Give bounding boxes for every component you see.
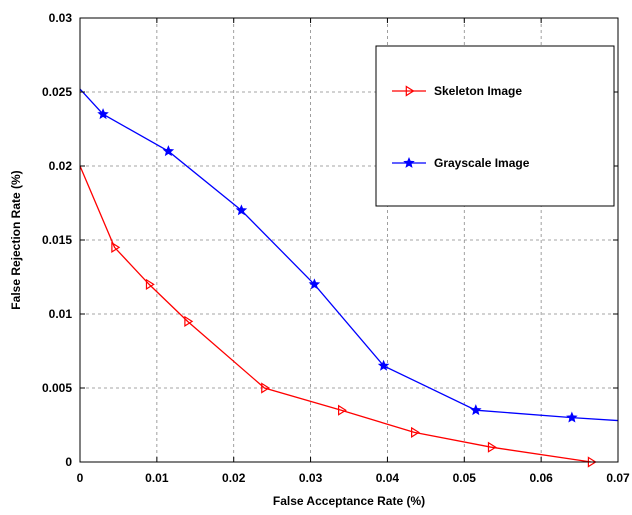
y-axis-label: False Rejection Rate (%) bbox=[9, 170, 23, 309]
legend-box bbox=[375, 45, 615, 207]
data-point-marker bbox=[377, 359, 390, 371]
series-line bbox=[79, 165, 592, 463]
data-point-marker bbox=[403, 156, 415, 168]
x-tick-label: 0.04 bbox=[376, 471, 400, 485]
legend-entry: Grayscale Image bbox=[392, 156, 530, 170]
data-point-marker bbox=[235, 204, 248, 216]
data-point-marker bbox=[97, 108, 109, 120]
tick-labels: 0 0.01 0.02 0.03 0.04 0.05 0.06 0.07 0 0.005 0.01 0… bbox=[42, 11, 630, 485]
series-skeleton-image bbox=[79, 165, 597, 468]
data-point-marker bbox=[145, 278, 155, 290]
data-point-marker bbox=[487, 441, 497, 453]
y-tick-label: 0.03 bbox=[49, 11, 73, 25]
legend: Skeleton Image Grayscale Image bbox=[375, 45, 615, 207]
data-point-marker bbox=[308, 278, 321, 290]
y-tick-label: 0.01 bbox=[49, 307, 73, 321]
data-point-marker bbox=[184, 315, 194, 327]
y-tick-label: 0.02 bbox=[49, 159, 73, 173]
y-tick-label: 0.015 bbox=[42, 233, 72, 247]
y-tick-label: 0.005 bbox=[42, 381, 72, 395]
data-point-marker bbox=[162, 145, 175, 157]
series-layer bbox=[79, 88, 619, 468]
x-tick-label: 0.07 bbox=[606, 471, 630, 485]
data-point-marker bbox=[405, 85, 415, 97]
data-point-marker bbox=[111, 241, 121, 253]
x-tick-label: 0.02 bbox=[222, 471, 246, 485]
x-tick-label: 0.01 bbox=[145, 471, 169, 485]
data-point-marker bbox=[411, 426, 420, 438]
x-axis-label: False Acceptance Rate (%) bbox=[273, 494, 425, 508]
legend-entry: Skeleton Image bbox=[392, 84, 522, 98]
data-point-marker bbox=[338, 404, 347, 416]
data-point-marker bbox=[261, 382, 271, 394]
series-grayscale-image bbox=[79, 88, 619, 423]
data-point-marker bbox=[566, 411, 578, 423]
legend-label: Skeleton Image bbox=[434, 84, 522, 98]
x-tick-label: 0 bbox=[77, 471, 84, 485]
y-tick-label: 0 bbox=[65, 455, 72, 469]
x-tick-label: 0.06 bbox=[529, 471, 553, 485]
x-tick-label: 0.03 bbox=[299, 471, 323, 485]
data-point-marker bbox=[470, 404, 482, 416]
y-tick-label: 0.025 bbox=[42, 85, 72, 99]
legend-label: Grayscale Image bbox=[434, 156, 530, 170]
x-tick-label: 0.05 bbox=[453, 471, 477, 485]
